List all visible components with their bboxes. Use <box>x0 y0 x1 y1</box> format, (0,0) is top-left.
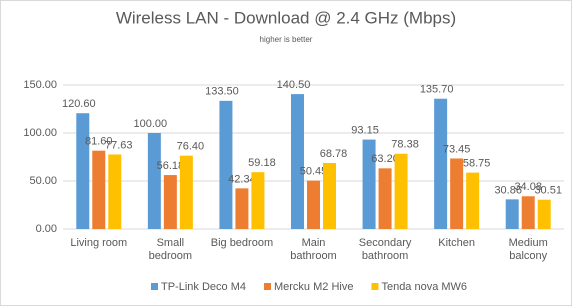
bar <box>251 172 265 229</box>
y-tick-label: 100.00 <box>23 127 57 139</box>
bar <box>378 168 392 229</box>
data-label: 63.20 <box>371 153 399 165</box>
legend-label: Tenda nova MW6 <box>381 281 467 293</box>
y-tick-label: 0.00 <box>36 223 57 235</box>
chart-title: Wireless LAN - Download @ 2.4 GHz (Mbps) <box>116 8 456 27</box>
bar <box>323 162 336 229</box>
legend-swatch <box>371 283 379 290</box>
bar <box>537 199 551 229</box>
bar <box>450 158 464 229</box>
bar <box>179 155 193 229</box>
data-label: 59.18 <box>248 157 276 169</box>
data-label: 30.51 <box>534 185 562 197</box>
legend-label: TP-Link Deco M4 <box>161 281 246 293</box>
data-label: 56.18 <box>157 160 185 172</box>
data-label: 58.75 <box>463 158 491 170</box>
x-tick-label: Kitchen <box>438 237 475 249</box>
y-tick-label: 150.00 <box>23 79 57 91</box>
bar <box>394 153 408 229</box>
bar <box>163 175 177 229</box>
bar <box>92 150 106 229</box>
data-label: 34.08 <box>514 181 542 193</box>
data-label: 78.38 <box>391 139 419 151</box>
legend-swatch <box>151 283 158 290</box>
bar <box>235 188 249 229</box>
bar <box>307 180 320 229</box>
bar <box>434 98 448 229</box>
bar <box>219 100 233 229</box>
bar <box>291 94 304 230</box>
legend-label: Mercku M2 Hive <box>274 281 353 293</box>
x-tick-label: Medium balcony <box>508 237 548 262</box>
data-label: 50.45 <box>300 165 328 177</box>
data-label: 68.78 <box>320 148 348 160</box>
data-label: 73.45 <box>443 143 471 155</box>
data-label: 81.60 <box>85 136 113 148</box>
bar <box>147 133 161 229</box>
data-label: 30.86 <box>494 184 522 196</box>
data-label: 93.15 <box>351 124 379 136</box>
chart-subtitle: higher is better <box>260 35 313 44</box>
bar <box>521 196 535 229</box>
bar <box>505 199 519 229</box>
x-tick-label: Living room <box>70 237 128 249</box>
bar <box>108 154 122 229</box>
data-label: 77.63 <box>105 139 133 151</box>
data-label: 100.00 <box>134 118 168 130</box>
data-label: 135.70 <box>420 84 454 96</box>
x-tick-label: Big bedroom <box>210 237 274 249</box>
x-tick-label: Main bathroom <box>290 237 337 262</box>
bar <box>466 172 480 229</box>
data-label: 120.60 <box>62 98 96 110</box>
bar <box>362 139 376 229</box>
data-label: 133.50 <box>205 86 239 98</box>
x-tick-label: Small bedroom <box>148 237 193 262</box>
data-label: 76.40 <box>177 141 205 153</box>
data-label: 140.50 <box>277 79 311 91</box>
x-tick-label: Secondary bathroom <box>358 237 412 262</box>
data-label: 42.34 <box>228 173 256 185</box>
legend-swatch <box>263 283 271 290</box>
y-tick-label: 50.00 <box>29 175 57 187</box>
bar <box>76 113 90 229</box>
